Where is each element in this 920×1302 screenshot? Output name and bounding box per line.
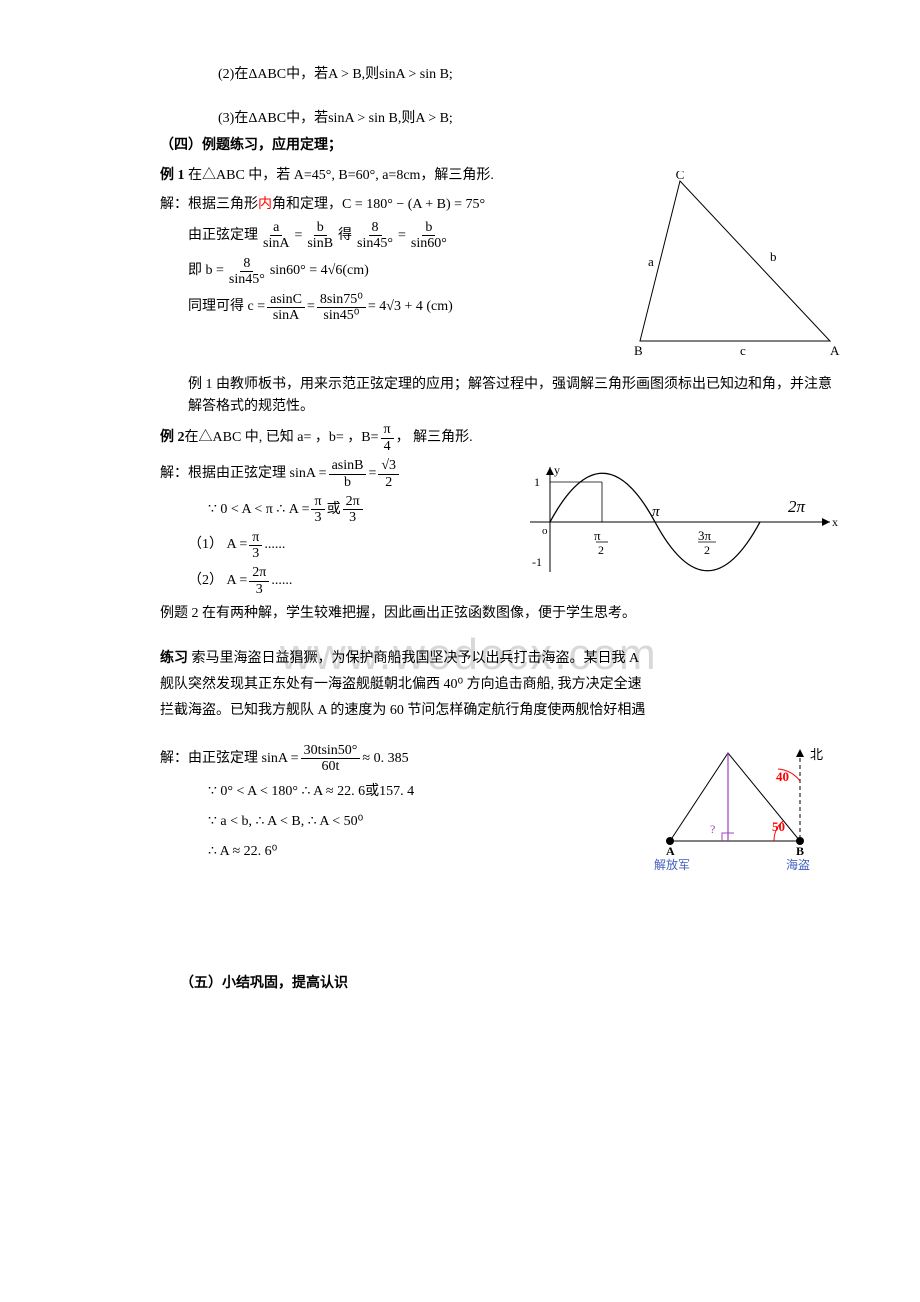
ex2-s2b: 或 [327, 499, 341, 521]
frac-b-sinB: bsinB [304, 220, 336, 252]
svg-text:解放军: 解放军 [654, 857, 690, 872]
frac-8sin75-sin45: 8sin75⁰sin45⁰ [317, 292, 366, 324]
vertex-B: B [634, 343, 643, 358]
ship-diagram: 北 ? 40 50 A B 解放军 海盗 [640, 741, 840, 889]
edge-c: c [740, 343, 746, 358]
practice-line1: 索马里海盗日益猖獗，为保护商船我国坚决予以出兵打击海盗。某日我 A [192, 651, 640, 666]
svg-text:π: π [594, 528, 601, 543]
pr-s4: ∴ A ≈ 22. 6⁰ [208, 841, 620, 863]
practice-label: 练习 [160, 651, 188, 666]
vertex-C: C [676, 171, 685, 182]
ex2-label: 例 2 [160, 427, 185, 449]
frac-a-sinA: asinA [260, 220, 292, 252]
frac-pi-3a: π3 [311, 494, 324, 526]
svg-text:y: y [554, 463, 560, 477]
svg-text:40: 40 [776, 769, 789, 784]
ex1-b-eq: 即 b = [188, 260, 224, 282]
vertex-A: A [830, 343, 840, 358]
ex1-note: 例 1 由教师板书，用来示范正弦定理的应用；解答过程中，强调解三角形画图须标出已… [188, 374, 840, 419]
ex2-c1b: ...... [264, 534, 285, 556]
triangle-diagram: C B A a b c [630, 171, 840, 369]
svg-text:2: 2 [598, 543, 604, 557]
practice-line2: 舰队突然发现其正东处有一海盗舰艇朝北偏西 40⁰ 方向追击商船, 我方决定全速 [160, 674, 840, 696]
svg-text:B: B [796, 844, 804, 858]
prop-3: (3)在ΔABC中，若sinA > sin B,则A > B; [218, 108, 840, 130]
frac-8-sin45: 8sin45° [354, 220, 396, 252]
frac-sqrt3-2: √32 [378, 458, 399, 490]
pr-s3: ∵ a < b, ∴ A < B, ∴ A < 50⁰ [208, 811, 620, 833]
ex1-sol-rest: 角和定理，C = 180° − (A + B) = 75° [272, 194, 485, 216]
ex1-b-tail: sin60° = 4√6(cm) [270, 260, 369, 282]
edge-b: b [770, 249, 777, 264]
ex2-s2a: ∵ 0 < A < π ∴ A = [208, 499, 309, 521]
section-5-title: （五）小结巩固，提高认识 [180, 973, 840, 995]
ex2-tail: ， 解三角形. [396, 427, 473, 449]
svg-text:o: o [542, 525, 548, 537]
ex1-c-eq2: = [307, 296, 315, 318]
ex2-note: 例题 2 在有两种解，学生较难把握，因此画出正弦函数图像，便于学生思考。 [160, 603, 840, 625]
ex2-text: 在△ABC 中, 已知 a= ，b= ，B= [185, 427, 379, 449]
svg-text:A: A [666, 844, 675, 858]
ex2-c2a: （2） A = [188, 570, 247, 592]
pr-s2: ∵ 0° < A < 180° ∴ A ≈ 22. 6或157. 4 [208, 781, 620, 803]
svg-text:2π: 2π [788, 497, 806, 516]
north-label: 北 [810, 747, 823, 762]
ex1-law-mid: 得 [338, 225, 352, 247]
frac-30tsin50-60t: 30tsin50°60t [301, 743, 361, 775]
frac-2pi-3a: 2π3 [343, 494, 363, 526]
prop-2: (2)在ΔABC中，若A > B,则sinA > sin B; [218, 64, 840, 86]
ex1-c-tail: = 4√3 + 4 (cm) [368, 296, 453, 318]
frac-asinB-b: asinBb [329, 458, 367, 490]
frac-pi-3b: π3 [249, 530, 262, 562]
ex2-s1a: 解：根据由正弦定理 sinA = [160, 463, 327, 485]
ex1-label: 例 1 [160, 168, 185, 183]
frac-b-sin60: bsin60° [408, 220, 450, 252]
frac-pi-4: π4 [381, 422, 394, 454]
frac-8-sin45b: 8sin45° [226, 256, 268, 288]
frac-2pi-3b: 2π3 [249, 565, 269, 597]
ex2-c2b: ...... [271, 570, 292, 592]
pr-s1b: ≈ 0. 385 [362, 748, 408, 770]
pr-s1a: 解：由正弦定理 sinA = [160, 748, 299, 770]
svg-text:2: 2 [704, 543, 710, 557]
page-content: (2)在ΔABC中，若A > B,则sinA > sin B; (3)在ΔABC… [160, 64, 840, 996]
ex1-law-prefix: 由正弦定理 [188, 225, 258, 247]
ex1-text: 在△ABC 中，若 A=45°, B=60°, a=8cm，解三角形. [188, 168, 494, 183]
svg-text:π: π [652, 504, 660, 520]
svg-text:海盗: 海盗 [786, 857, 810, 872]
section-4-title: （四）例题练习，应用定理； [160, 135, 840, 157]
example-2-block: 解：根据由正弦定理 sinA = asinBb = √32 ∵ 0 < A < … [160, 456, 840, 599]
svg-text:1: 1 [534, 475, 540, 489]
svg-text:-1: -1 [532, 555, 542, 569]
svg-text:?: ? [710, 822, 715, 836]
svg-text:50: 50 [772, 819, 785, 834]
ex2-c1a: （1） A = [188, 534, 247, 556]
ex1-sol-red: 内 [258, 194, 272, 216]
edge-a: a [648, 254, 654, 269]
svg-text:3π: 3π [698, 528, 712, 543]
practice-solution-block: 解：由正弦定理 sinA = 30tsin50°60t ≈ 0. 385 ∵ 0… [160, 741, 840, 889]
ex1-sol-prefix: 解：根据三角形 [160, 194, 258, 216]
sine-graph: x y o 1 -1 π 2 π 3π 2 2π [520, 462, 840, 590]
practice-line3: 拦截海盗。已知我方舰队 A 的速度为 60 节问怎样确定航行角度使两舰恰好相遇 [160, 700, 840, 722]
svg-text:x: x [832, 515, 838, 529]
frac-asinC-sinA: asinCsinA [267, 292, 305, 324]
example-1-block: 例 1 在△ABC 中，若 A=45°, B=60°, a=8cm，解三角形. … [160, 161, 840, 369]
ex2-s1b: = [368, 463, 376, 485]
ex1-c-eq: 同理可得 c = [188, 296, 265, 318]
